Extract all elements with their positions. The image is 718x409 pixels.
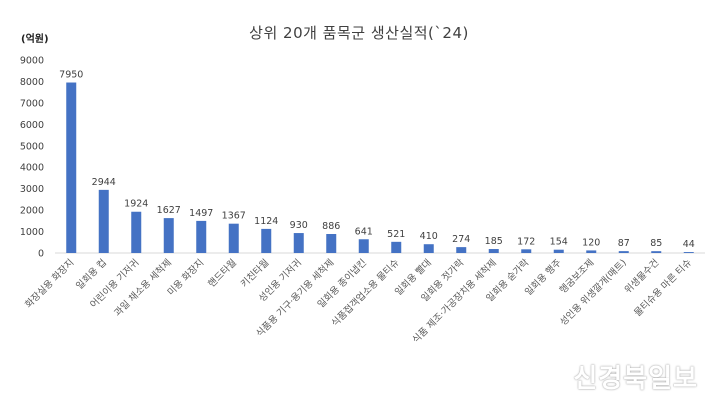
- data-label: 154: [550, 237, 568, 248]
- bar: [683, 252, 694, 253]
- bar: [196, 220, 207, 253]
- x-tick-label: 핸드타월: [206, 257, 239, 290]
- chart-title: 상위 20개 품목군 생산실적(`24): [249, 24, 469, 42]
- bar: [618, 251, 629, 253]
- data-label: 886: [322, 221, 340, 232]
- bar: [98, 189, 109, 253]
- y-tick-label: 6000: [20, 120, 44, 131]
- data-label: 274: [452, 234, 470, 245]
- y-tick-label: 2000: [20, 206, 44, 217]
- data-label: 410: [420, 231, 438, 242]
- bar: [228, 223, 239, 253]
- y-tick-label: 1000: [20, 227, 44, 238]
- bar: [456, 247, 467, 253]
- bar: [358, 239, 369, 253]
- data-label: 1627: [157, 205, 181, 216]
- data-label: 1924: [124, 199, 148, 210]
- y-tick-label: 7000: [20, 98, 44, 109]
- data-label: 87: [618, 238, 630, 249]
- data-label: 930: [290, 220, 308, 231]
- bar: [131, 211, 142, 253]
- data-label: 120: [582, 237, 600, 248]
- bar: [326, 234, 337, 253]
- watermark-logo: 신경북일보: [573, 364, 698, 394]
- data-label: 44: [683, 239, 695, 250]
- data-label: 85: [650, 238, 662, 249]
- data-label: 1124: [254, 216, 278, 227]
- data-label: 1497: [189, 208, 213, 219]
- bar: [261, 228, 272, 253]
- y-tick-label: 3000: [20, 184, 44, 195]
- bar: [488, 249, 499, 253]
- y-tick-label: 9000: [20, 56, 44, 67]
- bar: [423, 244, 434, 253]
- bar: [553, 249, 564, 253]
- y-tick-label: 4000: [20, 163, 44, 174]
- bar: [521, 249, 532, 253]
- x-tick-label: 키친타월: [238, 257, 271, 290]
- data-label: 172: [517, 236, 535, 247]
- bar: [293, 233, 304, 253]
- x-tick-label: 과일 채소용 세척제: [112, 257, 173, 318]
- bar: [391, 241, 402, 253]
- data-label: 521: [387, 229, 405, 240]
- y-axis-unit-label: (억원): [21, 34, 49, 45]
- data-label: 1367: [222, 211, 246, 222]
- bar: [66, 82, 77, 254]
- x-tick-label: 화장실용 화장지: [23, 257, 76, 310]
- bar: [651, 251, 662, 253]
- data-label: 185: [485, 236, 503, 247]
- data-label: 2944: [92, 177, 116, 188]
- y-tick-label: 5000: [20, 141, 44, 152]
- y-tick-label: 0: [38, 249, 44, 260]
- data-label: 7950: [59, 70, 83, 81]
- y-tick-label: 8000: [20, 77, 44, 88]
- bar: [586, 250, 597, 253]
- bar: [163, 218, 174, 253]
- x-tick-label: 물티슈용 마른 티슈: [632, 257, 694, 319]
- data-label: 641: [355, 226, 373, 237]
